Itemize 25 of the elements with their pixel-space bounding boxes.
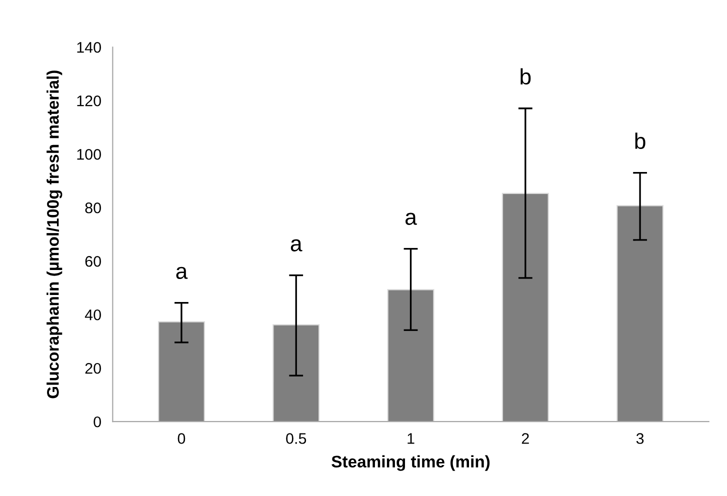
bar xyxy=(272,324,320,422)
y-tick-label: 0 xyxy=(94,416,101,428)
annotation: b xyxy=(635,132,646,149)
x-axis-title: Steaming time (min) xyxy=(332,455,490,471)
bar xyxy=(502,192,549,422)
y-tick-label: 40 xyxy=(84,309,101,320)
y-tick-label: 140 xyxy=(77,42,101,53)
bar xyxy=(616,205,664,422)
annotation: b xyxy=(520,68,531,85)
y-axis-title: Glucoraphanin (µmol/100g fresh material) xyxy=(46,70,62,398)
y-tick-label: 100 xyxy=(77,148,101,160)
x-tick-label: 0.5 xyxy=(286,433,306,444)
x-tick-label: 3 xyxy=(636,433,644,444)
x-tick-label: 2 xyxy=(522,433,529,444)
bar xyxy=(158,321,205,422)
y-tick-label: 120 xyxy=(77,95,101,106)
annotation: a xyxy=(406,212,417,225)
y-tick-label: 20 xyxy=(85,362,101,374)
bar xyxy=(387,289,434,422)
x-tick-label: 0 xyxy=(178,433,186,444)
annotation: a xyxy=(176,266,188,279)
annotation: a xyxy=(290,239,302,252)
y-tick-label: 60 xyxy=(85,256,101,267)
y-tick-label: 80 xyxy=(85,202,101,214)
x-tick-label: 1 xyxy=(408,433,414,444)
